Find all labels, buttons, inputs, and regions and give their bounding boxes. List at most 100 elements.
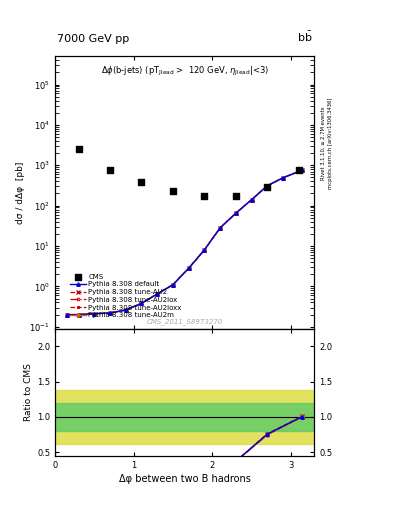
CMS (233, 191, 239, 200)
Pythia 8.308 tune-AU2lox (202, 247, 207, 253)
Pythia 8.308 tune-AU2loxx (155, 291, 160, 297)
Pythia 8.308 tune-AU2 (265, 183, 270, 189)
Pythia 8.308 tune-AU2lox (281, 175, 285, 181)
Line: Pythia 8.308 tune-AU2lox: Pythia 8.308 tune-AU2lox (65, 169, 303, 316)
Pythia 8.308 default (186, 265, 191, 271)
Pythia 8.308 tune-AU2lox (299, 167, 304, 174)
Line: Pythia 8.308 tune-AU2: Pythia 8.308 tune-AU2 (65, 168, 303, 316)
Pythia 8.308 tune-AU2m (76, 311, 81, 317)
Pythia 8.308 tune-AU2loxx (108, 310, 112, 316)
Pythia 8.308 default (108, 310, 112, 316)
Pythia 8.308 default (202, 247, 207, 253)
Pythia 8.308 default (92, 311, 97, 317)
Pythia 8.308 tune-AU2m (202, 247, 207, 253)
Pythia 8.308 tune-AU2loxx (202, 247, 207, 253)
Pythia 8.308 tune-AU2m (139, 300, 144, 306)
Pythia 8.308 tune-AU2lox (186, 265, 191, 271)
Pythia 8.308 tune-AU2lox (249, 197, 254, 203)
CMS (75, 145, 82, 153)
Pythia 8.308 tune-AU2loxx (265, 183, 270, 189)
Pythia 8.308 default (155, 291, 160, 297)
Pythia 8.308 tune-AU2lox (171, 282, 175, 288)
Text: 7000 GeV pp: 7000 GeV pp (57, 33, 129, 44)
Pythia 8.308 tune-AU2lox (76, 311, 81, 317)
Pythia 8.308 tune-AU2loxx (92, 311, 97, 317)
Pythia 8.308 tune-AU2loxx (123, 307, 128, 313)
Pythia 8.308 tune-AU2m (186, 265, 191, 271)
Pythia 8.308 tune-AU2m (108, 310, 112, 316)
Pythia 8.308 tune-AU2loxx (299, 167, 304, 174)
Pythia 8.308 tune-AU2m (171, 282, 175, 288)
Pythia 8.308 tune-AU2lox (64, 311, 69, 317)
Pythia 8.308 default (299, 167, 304, 174)
Pythia 8.308 tune-AU2 (139, 300, 144, 306)
Pythia 8.308 tune-AU2 (123, 307, 128, 313)
Pythia 8.308 tune-AU2loxx (171, 282, 175, 288)
Pythia 8.308 tune-AU2 (218, 225, 222, 231)
Pythia 8.308 tune-AU2lox (233, 210, 238, 216)
Pythia 8.308 tune-AU2m (123, 307, 128, 313)
Line: Pythia 8.308 tune-AU2loxx: Pythia 8.308 tune-AU2loxx (65, 169, 303, 316)
Pythia 8.308 tune-AU2lox (139, 300, 144, 306)
Pythia 8.308 tune-AU2 (202, 247, 207, 253)
Pythia 8.308 tune-AU2 (281, 175, 285, 181)
CMS (138, 178, 145, 186)
Pythia 8.308 tune-AU2 (155, 291, 160, 297)
Pythia 8.308 tune-AU2lox (108, 310, 112, 316)
Pythia 8.308 tune-AU2m (233, 210, 238, 216)
Pythia 8.308 tune-AU2 (92, 311, 97, 317)
Pythia 8.308 tune-AU2loxx (139, 300, 144, 306)
Pythia 8.308 tune-AU2loxx (76, 311, 81, 317)
Pythia 8.308 tune-AU2lox (155, 291, 160, 297)
Pythia 8.308 tune-AU2m (155, 291, 160, 297)
Pythia 8.308 tune-AU2lox (123, 307, 128, 313)
Pythia 8.308 tune-AU2 (299, 167, 304, 173)
Pythia 8.308 tune-AU2m (64, 311, 69, 317)
Pythia 8.308 tune-AU2m (92, 311, 97, 317)
Pythia 8.308 tune-AU2m (299, 167, 304, 174)
Pythia 8.308 default (265, 183, 270, 189)
Pythia 8.308 tune-AU2loxx (64, 311, 69, 317)
Pythia 8.308 tune-AU2lox (92, 311, 97, 317)
Pythia 8.308 tune-AU2loxx (281, 175, 285, 181)
Text: $\Delta\phi$(b-jets) (pT$_{\mathregular{Jlead}}$ >  120 GeV, $\eta_{\mathregular: $\Delta\phi$(b-jets) (pT$_{\mathregular{… (101, 65, 269, 78)
X-axis label: Δφ between two B hadrons: Δφ between two B hadrons (119, 474, 251, 484)
Pythia 8.308 tune-AU2m (281, 175, 285, 181)
Pythia 8.308 default (249, 197, 254, 203)
Text: mcplots.cern.ch [arXiv:1306.3436]: mcplots.cern.ch [arXiv:1306.3436] (328, 98, 333, 189)
CMS (296, 166, 302, 175)
Text: Rivet 3.1.10, ≥ 2.7M events: Rivet 3.1.10, ≥ 2.7M events (320, 106, 325, 180)
Pythia 8.308 tune-AU2 (108, 310, 112, 316)
CMS (107, 166, 113, 175)
Y-axis label: dσ / dΔφ  [pb]: dσ / dΔφ [pb] (16, 161, 25, 224)
Text: b$\bar{\mathregular{b}}$: b$\bar{\mathregular{b}}$ (297, 29, 312, 44)
Pythia 8.308 default (123, 307, 128, 313)
Pythia 8.308 tune-AU2lox (218, 225, 222, 231)
Text: CMS_2011_S8973270: CMS_2011_S8973270 (147, 318, 223, 325)
CMS (201, 191, 208, 200)
Pythia 8.308 tune-AU2loxx (218, 225, 222, 231)
Pythia 8.308 tune-AU2 (76, 311, 81, 317)
Pythia 8.308 tune-AU2 (186, 265, 191, 271)
Pythia 8.308 tune-AU2m (249, 197, 254, 203)
Pythia 8.308 tune-AU2loxx (233, 210, 238, 216)
Pythia 8.308 default (171, 282, 175, 288)
CMS (264, 183, 270, 191)
Pythia 8.308 default (139, 300, 144, 306)
Line: Pythia 8.308 default: Pythia 8.308 default (65, 168, 303, 316)
Pythia 8.308 tune-AU2m (218, 225, 222, 231)
Pythia 8.308 default (64, 311, 69, 317)
Pythia 8.308 tune-AU2 (249, 197, 254, 203)
Legend: CMS, Pythia 8.308 default, Pythia 8.308 tune-AU2, Pythia 8.308 tune-AU2lox, Pyth: CMS, Pythia 8.308 default, Pythia 8.308 … (69, 272, 183, 319)
Pythia 8.308 tune-AU2 (64, 311, 69, 317)
Pythia 8.308 tune-AU2 (171, 282, 175, 288)
Line: Pythia 8.308 tune-AU2m: Pythia 8.308 tune-AU2m (65, 169, 303, 316)
Pythia 8.308 default (233, 210, 238, 216)
Pythia 8.308 default (281, 175, 285, 181)
Pythia 8.308 tune-AU2 (233, 210, 238, 216)
Pythia 8.308 tune-AU2lox (265, 183, 270, 189)
Pythia 8.308 tune-AU2loxx (249, 197, 254, 203)
CMS (170, 187, 176, 195)
Pythia 8.308 default (218, 225, 222, 231)
Pythia 8.308 tune-AU2loxx (186, 265, 191, 271)
